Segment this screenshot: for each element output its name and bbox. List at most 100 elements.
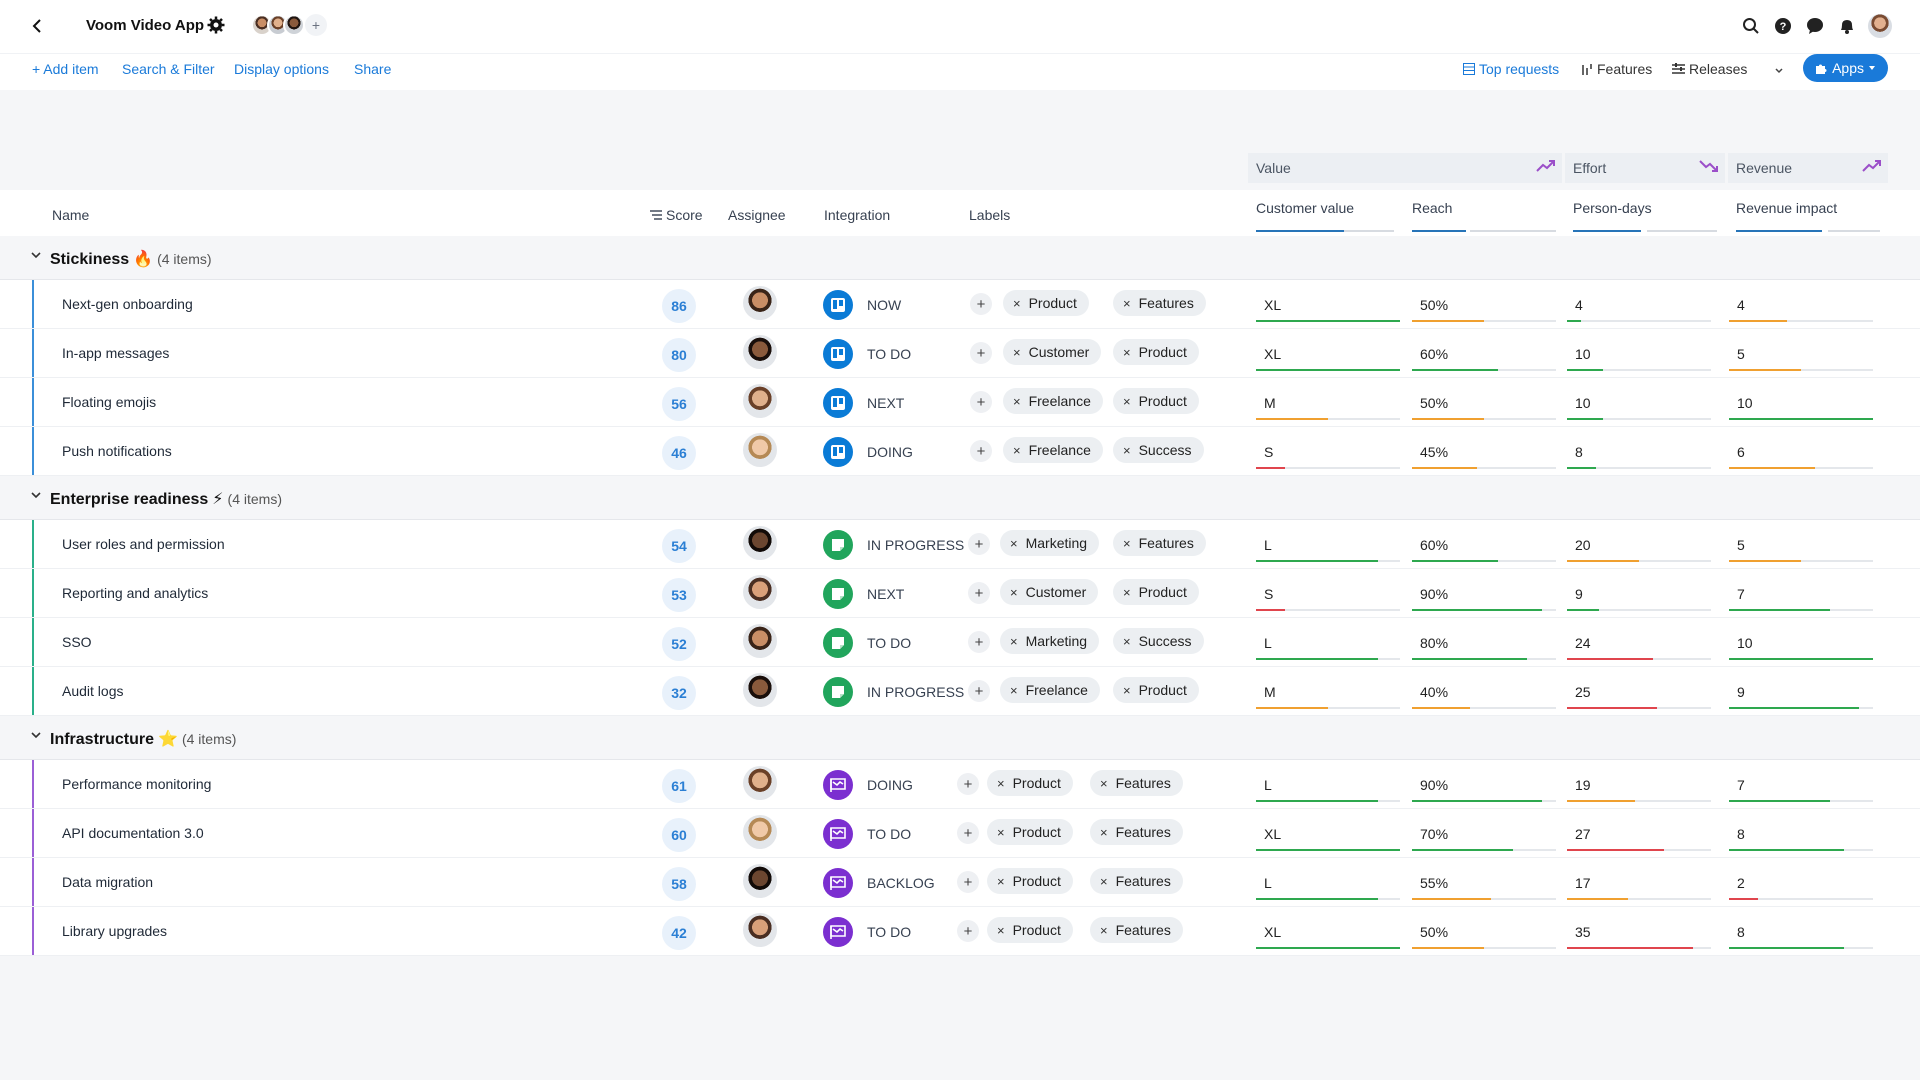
customer-value-cell[interactable]: S	[1264, 586, 1274, 602]
person-days-cell[interactable]: 10	[1575, 346, 1591, 362]
avatar[interactable]	[743, 766, 777, 800]
label-chip[interactable]: × Success	[1113, 628, 1204, 654]
asana-icon[interactable]	[823, 579, 853, 609]
column-revenue-impact[interactable]: Revenue impact	[1728, 190, 1888, 234]
table-row[interactable]: Floating emojis 56 NEXT + × Freelance × Product…	[0, 378, 1920, 427]
table-row[interactable]: Audit logs 32 IN PROGRESS + × Freelance × Produ…	[0, 667, 1920, 716]
item-name[interactable]: Reporting and analytics	[62, 585, 209, 601]
item-name[interactable]: User roles and permission	[62, 536, 225, 552]
add-label-button[interactable]: +	[957, 920, 979, 942]
table-row[interactable]: Reporting and analytics 53 NEXT + × Customer ×…	[0, 569, 1920, 618]
label-chip[interactable]: × Product	[1003, 290, 1089, 316]
revenue-impact-cell[interactable]: 7	[1737, 777, 1745, 793]
person-days-cell[interactable]: 8	[1575, 444, 1583, 460]
settings-button[interactable]	[207, 16, 225, 39]
label-chip[interactable]: × Features	[1090, 868, 1183, 894]
close-icon[interactable]: ×	[1123, 295, 1131, 311]
column-name[interactable]: Name	[52, 207, 90, 223]
label-chip[interactable]: × Product	[987, 819, 1073, 845]
add-label-button[interactable]: +	[957, 822, 979, 844]
table-row[interactable]: Next-gen onboarding 86 NOW + × Product × Featur…	[0, 280, 1920, 329]
customer-value-cell[interactable]: M	[1264, 395, 1276, 411]
chevron-down-icon[interactable]	[30, 249, 42, 264]
add-label-button[interactable]: +	[957, 773, 979, 795]
close-icon[interactable]: ×	[1010, 682, 1018, 698]
close-icon[interactable]: ×	[997, 873, 1005, 889]
reach-cell[interactable]: 80%	[1420, 635, 1449, 651]
reach-cell[interactable]: 45%	[1420, 444, 1449, 460]
column-labels[interactable]: Labels	[969, 207, 1011, 223]
revenue-impact-cell[interactable]: 6	[1737, 444, 1745, 460]
trello-icon[interactable]	[823, 437, 853, 467]
customer-value-cell[interactable]: XL	[1264, 297, 1282, 313]
revenue-impact-cell[interactable]: 8	[1737, 826, 1745, 842]
column-reach[interactable]: Reach	[1404, 190, 1562, 234]
column-group-value[interactable]: Value	[1248, 153, 1562, 183]
reach-cell[interactable]: 60%	[1420, 346, 1449, 362]
column-customer-value[interactable]: Customer value	[1248, 190, 1402, 234]
avatar[interactable]	[743, 433, 777, 467]
reach-cell[interactable]: 90%	[1420, 586, 1449, 602]
reach-cell[interactable]: 90%	[1420, 777, 1449, 793]
table-row[interactable]: In-app messages 80 TO DO + × Customer × Product…	[0, 329, 1920, 378]
revenue-impact-cell[interactable]: 4	[1737, 297, 1745, 313]
trello-icon[interactable]	[823, 388, 853, 418]
customer-value-cell[interactable]: L	[1264, 875, 1272, 891]
label-chip[interactable]: × Marketing	[1000, 628, 1100, 654]
add-label-button[interactable]: +	[970, 391, 992, 413]
label-chip[interactable]: × Product	[987, 917, 1073, 943]
customer-value-cell[interactable]: XL	[1264, 924, 1282, 940]
close-icon[interactable]: ×	[997, 775, 1005, 791]
close-icon[interactable]: ×	[1123, 393, 1131, 409]
item-name[interactable]: Audit logs	[62, 683, 124, 699]
reach-cell[interactable]: 50%	[1420, 924, 1449, 940]
revenue-impact-cell[interactable]: 7	[1737, 586, 1745, 602]
search-icon[interactable]	[1740, 15, 1762, 37]
item-name[interactable]: Next-gen onboarding	[62, 296, 193, 312]
reach-cell[interactable]: 70%	[1420, 826, 1449, 842]
roadmap-icon[interactable]	[823, 868, 853, 898]
label-chip[interactable]: × Features	[1090, 770, 1183, 796]
asana-icon[interactable]	[823, 628, 853, 658]
roadmap-icon[interactable]	[823, 770, 853, 800]
label-chip[interactable]: × Customer	[1003, 339, 1102, 365]
trello-icon[interactable]	[823, 290, 853, 320]
column-score[interactable]: Score	[650, 207, 703, 223]
label-chip[interactable]: × Features	[1113, 530, 1206, 556]
display-options-button[interactable]: Display options	[234, 61, 329, 77]
chevron-down-icon[interactable]	[30, 489, 42, 504]
label-chip[interactable]: × Freelance	[1003, 388, 1103, 414]
close-icon[interactable]: ×	[1123, 344, 1131, 360]
features-button[interactable]: Features	[1581, 61, 1652, 77]
team-avatars[interactable]: +	[251, 14, 327, 36]
table-row[interactable]: Performance monitoring 61 DOING + × Product × F…	[0, 760, 1920, 809]
close-icon[interactable]: ×	[1100, 775, 1108, 791]
label-chip[interactable]: × Success	[1113, 437, 1204, 463]
revenue-impact-cell[interactable]: 5	[1737, 537, 1745, 553]
top-requests-button[interactable]: Top requests	[1463, 61, 1559, 77]
help-icon[interactable]: ?	[1772, 15, 1794, 37]
close-icon[interactable]: ×	[1010, 584, 1018, 600]
revenue-impact-cell[interactable]: 5	[1737, 346, 1745, 362]
table-row[interactable]: SSO 52 TO DO + × Marketing × Success L 80% 24 10	[0, 618, 1920, 667]
label-chip[interactable]: × Features	[1090, 917, 1183, 943]
group-header[interactable]: Infrastructure ⭐ (4 items)	[0, 716, 1920, 760]
add-label-button[interactable]: +	[968, 582, 990, 604]
reach-cell[interactable]: 40%	[1420, 684, 1449, 700]
close-icon[interactable]: ×	[1100, 873, 1108, 889]
close-icon[interactable]: ×	[1010, 535, 1018, 551]
revenue-impact-cell[interactable]: 10	[1737, 635, 1753, 651]
close-icon[interactable]: ×	[1013, 393, 1021, 409]
item-name[interactable]: In-app messages	[62, 345, 170, 361]
add-label-button[interactable]: +	[968, 533, 990, 555]
item-name[interactable]: Push notifications	[62, 443, 172, 459]
close-icon[interactable]: ×	[1013, 295, 1021, 311]
search-filter-button[interactable]: Search & Filter	[122, 61, 215, 77]
label-chip[interactable]: × Product	[1113, 388, 1199, 414]
apps-button[interactable]: Apps	[1803, 54, 1888, 82]
group-header[interactable]: Enterprise readiness ⚡ (4 items)	[0, 476, 1920, 520]
close-icon[interactable]: ×	[1013, 442, 1021, 458]
close-icon[interactable]: ×	[997, 824, 1005, 840]
person-days-cell[interactable]: 19	[1575, 777, 1591, 793]
customer-value-cell[interactable]: M	[1264, 684, 1276, 700]
